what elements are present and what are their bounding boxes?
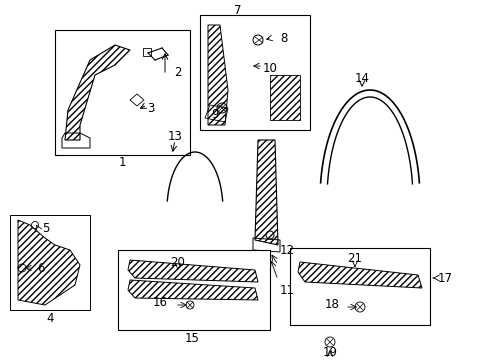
Bar [10, 215, 90, 310]
Text: 6: 6 [37, 261, 44, 274]
Text: 19: 19 [322, 346, 337, 360]
Text: 4: 4 [46, 311, 54, 324]
Text: 9: 9 [211, 108, 218, 122]
Text: 1: 1 [118, 156, 125, 168]
Text: 2: 2 [174, 66, 182, 78]
Bar [55, 30, 190, 155]
Text: 21: 21 [347, 252, 362, 265]
Text: 18: 18 [324, 298, 339, 311]
Text: 7: 7 [234, 4, 241, 17]
Bar [118, 250, 269, 330]
Text: 5: 5 [42, 221, 49, 234]
Text: 20: 20 [170, 256, 185, 270]
Bar [200, 15, 309, 130]
Text: 14: 14 [354, 72, 369, 85]
Text: 3: 3 [147, 102, 154, 114]
Text: 8: 8 [280, 31, 287, 45]
Text: 17: 17 [437, 271, 452, 284]
Text: 11: 11 [280, 284, 294, 297]
Bar [289, 248, 429, 325]
Text: 10: 10 [262, 62, 277, 75]
Text: 16: 16 [152, 296, 167, 309]
Bar [142, 48, 151, 56]
Text: 13: 13 [167, 130, 182, 143]
Text: 15: 15 [184, 332, 199, 345]
Text: 12: 12 [280, 243, 294, 256]
Bar [269, 75, 299, 120]
